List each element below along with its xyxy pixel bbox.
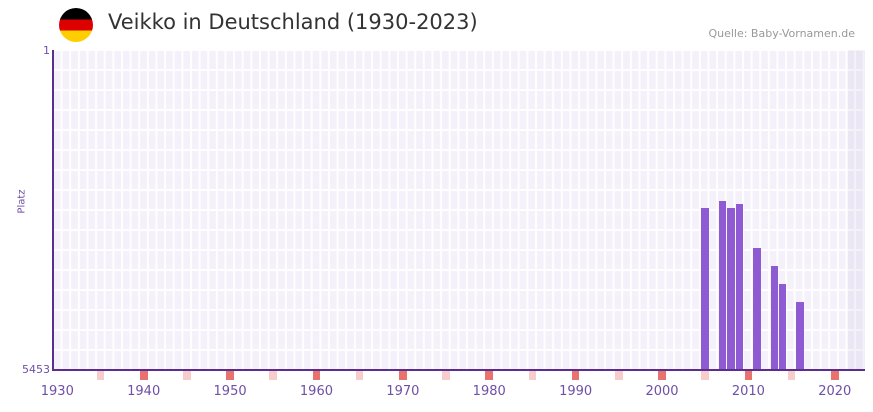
- x-tick-mark-2020: [830, 371, 839, 380]
- bar-2008: [727, 207, 735, 370]
- bar-2011: [753, 247, 761, 370]
- x-tick-label-1970: 1970: [386, 384, 420, 399]
- x-tick-label-2000: 2000: [645, 384, 679, 399]
- x-tick-mark-2010: [744, 371, 753, 380]
- x-tick-mark-1950: [226, 371, 234, 380]
- projection-shading: [847, 50, 865, 370]
- x-tick-mark-1935: [96, 371, 105, 380]
- x-tick-mark-1970: [399, 371, 407, 380]
- x-tick-label-2010: 2010: [731, 384, 765, 399]
- x-tick-mark-1985: [528, 371, 537, 380]
- x-tick-mark-1975: [442, 371, 450, 380]
- x-tick-label-1930: 1930: [40, 384, 74, 399]
- x-tick-mark-1955: [269, 371, 278, 380]
- x-tick-label-1940: 1940: [127, 384, 161, 399]
- x-tick-mark-2015: [787, 371, 796, 380]
- y-axis-title: Platz: [16, 189, 28, 214]
- x-tick-mark-1960: [312, 371, 321, 380]
- bar-2016: [796, 302, 804, 370]
- x-tick-mark-1980: [485, 371, 494, 380]
- bar-2007: [718, 200, 726, 370]
- y-tick-label-top: 1: [43, 44, 50, 57]
- x-tick-mark-2000: [658, 371, 666, 380]
- x-tick-mark-2005: [701, 371, 709, 380]
- bar-2005: [701, 207, 709, 370]
- x-tick-label-1990: 1990: [559, 384, 593, 399]
- source-attribution: Quelle: Baby-Vornamen.de: [708, 27, 855, 40]
- x-tick-mark-1995: [614, 371, 623, 380]
- german-flag-icon: [59, 8, 93, 42]
- x-tick-label-1960: 1960: [299, 384, 333, 399]
- x-tick-label-1980: 1980: [472, 384, 506, 399]
- chart-header: Veikko in Deutschland (1930-2023) Quelle…: [0, 0, 873, 50]
- x-tick-label-2020: 2020: [818, 384, 852, 399]
- y-tick-label-bottom: 5453: [22, 363, 50, 376]
- x-tick-mark-1990: [571, 371, 580, 380]
- x-tick-mark-1965: [355, 371, 364, 380]
- bar-2014: [779, 284, 787, 370]
- x-tick-mark-1945: [183, 371, 191, 380]
- page-title: Veikko in Deutschland (1930-2023): [108, 10, 478, 34]
- x-tick-label-1950: 1950: [213, 384, 247, 399]
- bar-2009: [736, 203, 744, 370]
- x-tick-mark-1940: [139, 371, 148, 380]
- bar-2013: [770, 265, 778, 370]
- y-axis-line: [52, 50, 54, 371]
- plot-area: [53, 50, 865, 370]
- x-axis-line: [52, 369, 865, 371]
